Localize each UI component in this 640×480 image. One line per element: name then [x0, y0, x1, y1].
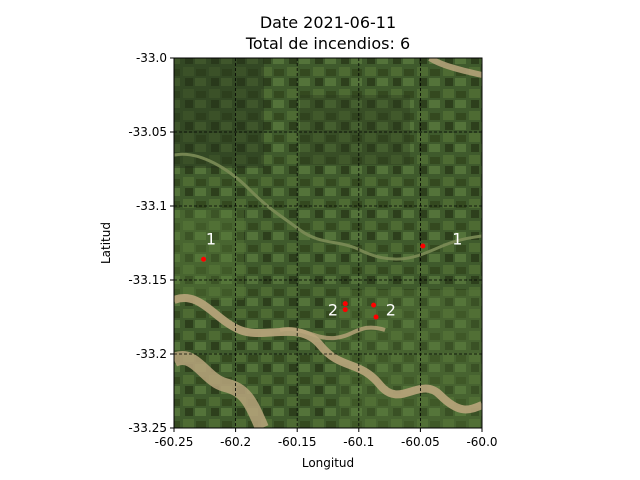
fire-point: [342, 307, 348, 313]
cluster-count-label: 2: [328, 301, 338, 320]
map-title-line2: Total de incendios: 6: [245, 34, 410, 53]
map-title-line1: Date 2021-06-11: [260, 13, 396, 32]
y-tick-label: -33.25: [128, 421, 167, 435]
terrain-dark-patch: [174, 58, 264, 168]
x-tick-label: -60.0: [466, 435, 497, 449]
x-tick-label: -60.05: [401, 435, 440, 449]
fire-point: [201, 256, 207, 262]
cluster-count-label: 1: [452, 230, 462, 249]
y-axis-label: Latitud: [99, 222, 113, 264]
terrain-base: [174, 58, 482, 428]
river-channel: [174, 294, 482, 414]
cluster-labels: 1 2 2 1: [206, 230, 463, 320]
river-channel: [279, 325, 386, 341]
x-tick-label: -60.1: [343, 435, 374, 449]
y-axis-ticks: -33.0 -33.05 -33.1 -33.15 -33.2 -33.25: [128, 51, 174, 435]
fire-point: [342, 301, 348, 307]
y-tick-label: -33.15: [128, 273, 167, 287]
river-channel: [174, 351, 269, 428]
cluster-count-label: 2: [386, 301, 396, 320]
terrain-dark-patch: [300, 95, 410, 165]
y-tick-label: -33.05: [128, 125, 167, 139]
x-axis-label: Longitud: [302, 456, 354, 470]
fire-point: [420, 243, 426, 249]
satellite-image: [174, 58, 482, 428]
terrain-light-patch: [174, 210, 244, 300]
y-tick-label: -33.2: [136, 347, 167, 361]
fire-points: [201, 243, 426, 320]
river-channel: [428, 58, 482, 78]
x-tick-label: -60.15: [278, 435, 317, 449]
x-axis-ticks: -60.25 -60.2 -60.15 -60.1 -60.05 -60.0: [155, 428, 498, 449]
fire-point: [371, 302, 377, 308]
x-tick-label: -60.2: [220, 435, 251, 449]
y-tick-label: -33.1: [136, 199, 167, 213]
fire-point: [373, 314, 379, 320]
x-tick-label: -60.25: [155, 435, 194, 449]
plot-frame: [173, 57, 483, 429]
river-channel: [174, 152, 482, 261]
cluster-count-label: 1: [206, 230, 216, 249]
y-tick-label: -33.0: [136, 51, 167, 65]
